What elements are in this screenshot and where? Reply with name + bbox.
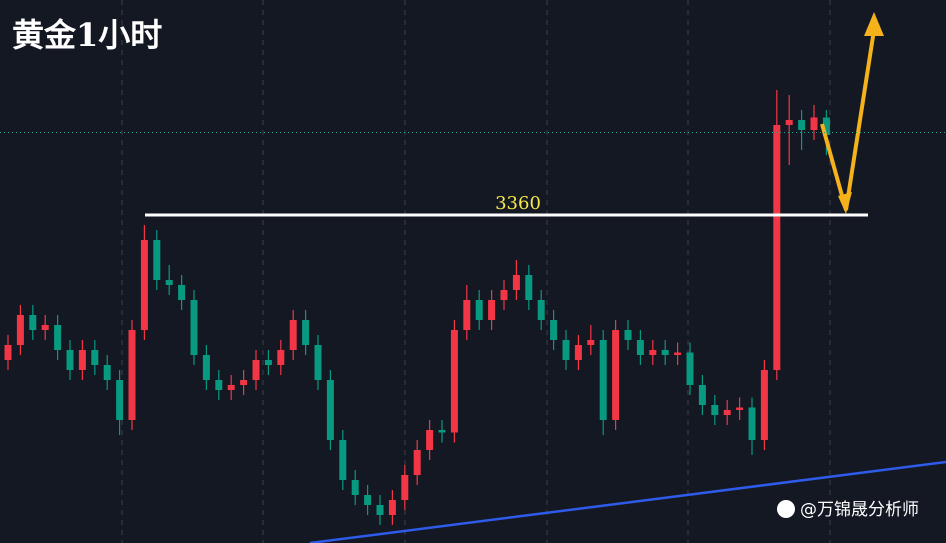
candle-body: [29, 315, 37, 330]
candle-body: [140, 240, 148, 330]
candle-body: [798, 120, 806, 130]
candle-body: [128, 330, 136, 420]
candle-body: [426, 430, 434, 450]
watermark-text: @万锦晟分析师: [800, 500, 919, 520]
candle-body: [227, 385, 235, 390]
candle-body: [525, 275, 533, 300]
candle-body: [512, 275, 520, 290]
candle-body: [736, 407, 744, 410]
chart-title: 黄金1小时: [12, 16, 162, 54]
candle-body: [822, 117, 830, 135]
candle-body: [41, 325, 49, 330]
candle-body: [364, 495, 372, 505]
candle-body: [649, 350, 657, 355]
candle-body: [289, 320, 297, 350]
candle-body: [488, 300, 496, 320]
candle-body: [215, 380, 223, 390]
candle-body: [574, 345, 582, 360]
candle-body: [698, 385, 706, 405]
candle-body: [599, 340, 607, 420]
candle-body: [252, 360, 260, 380]
candle-body: [277, 350, 285, 365]
candle-body: [711, 405, 719, 415]
candle-body: [760, 370, 768, 440]
candle-body: [66, 350, 74, 370]
candle-body: [674, 352, 682, 355]
candle-body: [413, 450, 421, 475]
candle-body: [264, 360, 272, 365]
candle-body: [190, 300, 198, 355]
candle-body: [500, 290, 508, 300]
candle-body: [723, 410, 731, 415]
candle-body: [450, 330, 458, 433]
candle-body: [165, 280, 173, 285]
candle-body: [550, 320, 558, 340]
candle-body: [302, 320, 310, 345]
vertical-grid: [121, 0, 831, 543]
candle-body: [401, 475, 409, 500]
level-label: 3360: [495, 193, 541, 214]
candle-body: [78, 350, 86, 370]
candle-body: [314, 345, 322, 380]
candle-body: [438, 430, 446, 433]
candle-body: [116, 380, 124, 420]
candle-body: [810, 117, 818, 130]
trend-line: [309, 460, 946, 543]
candle-body: [463, 300, 471, 330]
arrow-head: [838, 192, 852, 214]
candle-body: [661, 350, 669, 355]
candle-body: [587, 340, 595, 345]
candle-body: [326, 380, 334, 440]
candle-body: [351, 480, 359, 495]
candle-body: [240, 380, 248, 385]
candle-body: [475, 300, 483, 320]
candle-body: [153, 240, 161, 280]
candle-body: [773, 125, 781, 370]
candle-body: [54, 325, 62, 350]
candle-body: [636, 340, 644, 355]
candle-body: [376, 505, 384, 515]
candle-body: [388, 500, 396, 515]
candle-body: [339, 440, 347, 480]
candle-body: [202, 355, 210, 380]
candle-body: [686, 352, 694, 385]
candle-body: [748, 407, 756, 440]
candle-body: [103, 365, 111, 380]
watermark: @万锦晟分析师: [777, 500, 919, 520]
arrows: [820, 12, 884, 214]
candle-body: [178, 285, 186, 300]
logo: [777, 500, 795, 518]
candle-body: [612, 330, 620, 420]
candle-body: [562, 340, 570, 360]
candle-body: [785, 120, 793, 125]
arrow-head: [864, 12, 884, 36]
candle-body: [624, 330, 632, 340]
candle-body: [4, 345, 12, 360]
candle-body: [91, 350, 99, 365]
candle-body: [537, 300, 545, 320]
candles: [4, 90, 830, 525]
candle-body: [16, 315, 24, 345]
